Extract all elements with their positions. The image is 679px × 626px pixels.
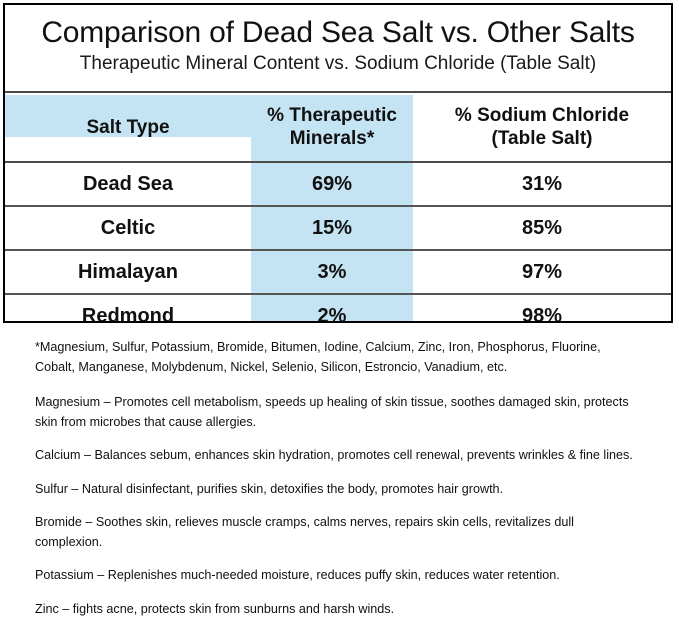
note-bromide: Bromide – Soothes skin, relieves muscle … [35, 515, 574, 549]
salt-comparison-table: Salt Type % Therapeutic Minerals* % Sodi… [5, 93, 671, 323]
cell-sodium-chloride: 85% [413, 206, 671, 251]
column-header-sodium-line1: % Sodium Chloride [454, 105, 630, 126]
cell-sodium-chloride: 98% [521, 304, 563, 323]
note-zinc: Zinc – fights acne, protects skin from s… [35, 601, 395, 616]
cell-therapeutic-minerals: 3% [251, 250, 413, 295]
note-potassium: Potassium – Replenishes much-needed mois… [35, 568, 560, 582]
table-row: Himalayan 3% 97% [5, 250, 671, 295]
note-sulfur: Sulfur – Natural disinfectant, purifies … [35, 481, 504, 496]
table-header-row: Salt Type % Therapeutic Minerals* % Sodi… [5, 93, 671, 163]
page-title: Comparison of Dead Sea Salt vs. Other Sa… [41, 16, 635, 49]
column-header-salt-type: Salt Type [5, 93, 251, 163]
cell-therapeutic-minerals: 69% [251, 162, 413, 207]
cell-sodium-chloride: 97% [413, 250, 671, 295]
cell-salt-type: Dead Sea [5, 162, 251, 207]
column-header-therapeutic-line2: Minerals* [289, 128, 375, 149]
column-header-therapeutic-line1: % Therapeutic [267, 105, 397, 126]
title-block: Comparison of Dead Sea Salt vs. Other Sa… [5, 5, 671, 93]
table-row: Celtic 15% 85% [5, 206, 671, 251]
note-magnesium: Magnesium – Promotes cell metabolism, sp… [35, 395, 629, 429]
notes-section: *Magnesium, Sulfur, Potassium, Bromide, … [35, 338, 643, 619]
table-row: Redmond 2% 98% [5, 294, 671, 323]
column-header-sodium-chloride: % Sodium Chloride (Table Salt) [413, 93, 671, 163]
page-subtitle: Therapeutic Mineral Content vs. Sodium C… [79, 53, 597, 74]
cell-salt-type: Redmond [81, 304, 175, 323]
cell-salt-type: Celtic [5, 206, 251, 251]
column-header-therapeutic-minerals: % Therapeutic Minerals* [251, 93, 413, 163]
table-row: Dead Sea 69% 31% [5, 162, 671, 207]
column-header-sodium-line2: (Table Salt) [491, 128, 593, 149]
cell-sodium-chloride: 31% [413, 162, 671, 207]
cell-salt-type: Himalayan [5, 250, 251, 295]
comparison-table-frame: Comparison of Dead Sea Salt vs. Other Sa… [3, 3, 673, 323]
note-calcium: Calcium – Balances sebum, enhances skin … [35, 448, 633, 462]
cell-therapeutic-minerals: 15% [251, 206, 413, 251]
footnote-minerals-list: *Magnesium, Sulfur, Potassium, Bromide, … [35, 340, 601, 374]
cell-therapeutic-minerals: 2% [317, 304, 347, 323]
